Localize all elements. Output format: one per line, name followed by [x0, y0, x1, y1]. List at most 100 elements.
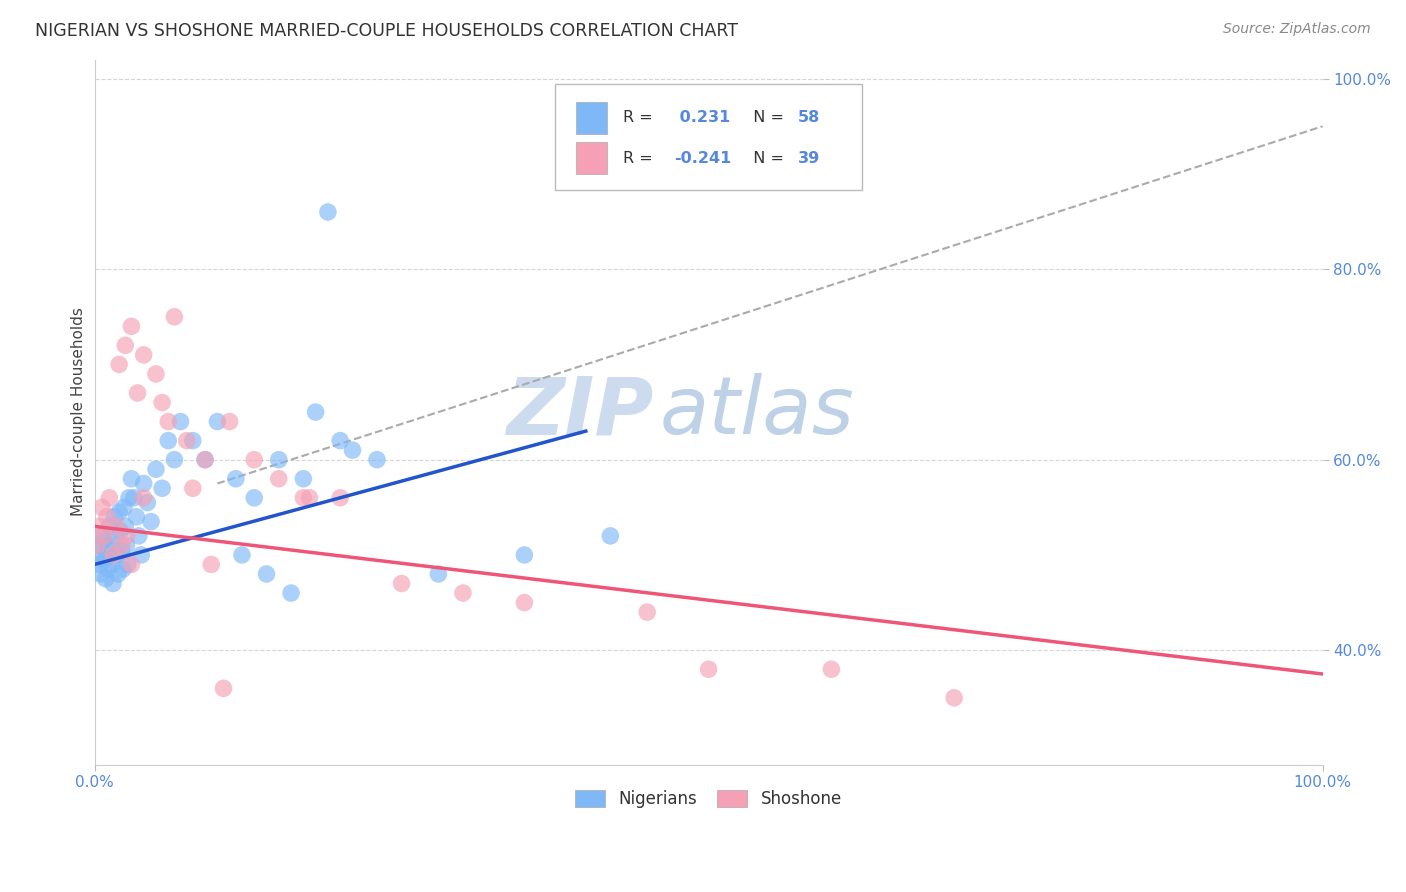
Point	[316, 205, 339, 219]
Point	[125, 509, 148, 524]
Text: Source: ZipAtlas.com: Source: ZipAtlas.com	[1223, 22, 1371, 37]
Point	[108, 358, 131, 372]
Point	[243, 452, 266, 467]
Point	[267, 452, 290, 467]
Point	[145, 462, 167, 476]
Point	[96, 509, 118, 524]
Point	[86, 538, 108, 552]
Point	[136, 495, 159, 509]
Point	[96, 543, 118, 558]
Point	[111, 562, 134, 576]
Y-axis label: Married-couple Households: Married-couple Households	[72, 308, 86, 516]
Text: 58: 58	[799, 110, 821, 125]
Point	[132, 491, 155, 505]
Point	[169, 415, 191, 429]
Point	[304, 405, 326, 419]
Text: NIGERIAN VS SHOSHONE MARRIED-COUPLE HOUSEHOLDS CORRELATION CHART: NIGERIAN VS SHOSHONE MARRIED-COUPLE HOUS…	[35, 22, 738, 40]
Point	[115, 538, 138, 552]
Point	[292, 491, 315, 505]
Point	[256, 566, 278, 581]
Point	[391, 576, 413, 591]
Point	[427, 566, 450, 581]
Point	[91, 533, 114, 548]
Point	[100, 538, 122, 552]
Point	[139, 515, 162, 529]
Point	[86, 548, 108, 562]
Point	[89, 558, 111, 572]
Point	[820, 662, 842, 676]
FancyBboxPatch shape	[555, 84, 862, 190]
Text: ZIP: ZIP	[506, 373, 654, 451]
Point	[107, 566, 129, 581]
Point	[101, 576, 124, 591]
Point	[108, 505, 131, 519]
Point	[93, 529, 115, 543]
Text: 39: 39	[799, 151, 821, 166]
Point	[451, 586, 474, 600]
Point	[114, 519, 136, 533]
Point	[101, 548, 124, 562]
Point	[105, 548, 128, 562]
Point	[163, 310, 186, 324]
Text: N =: N =	[742, 151, 789, 166]
Point	[329, 491, 352, 505]
Point	[114, 338, 136, 352]
Point	[104, 529, 127, 543]
Point	[98, 491, 121, 505]
Point	[90, 566, 112, 581]
Point	[98, 519, 121, 533]
Point	[117, 558, 139, 572]
Point	[103, 509, 125, 524]
Point	[200, 558, 222, 572]
Point	[207, 415, 229, 429]
Point	[115, 529, 138, 543]
Text: atlas: atlas	[659, 373, 855, 451]
Point	[120, 319, 142, 334]
Point	[132, 348, 155, 362]
Bar	[576, 142, 606, 174]
Point	[176, 434, 198, 448]
Point	[599, 529, 621, 543]
Point	[129, 548, 152, 562]
Point	[267, 472, 290, 486]
Point	[243, 491, 266, 505]
Point	[150, 481, 173, 495]
Point	[127, 386, 149, 401]
Point	[91, 500, 114, 515]
Point	[91, 529, 114, 543]
Point	[194, 452, 217, 467]
Point	[110, 524, 132, 538]
Text: R =: R =	[623, 151, 658, 166]
Point	[212, 681, 235, 696]
Point	[132, 476, 155, 491]
Bar	[576, 102, 606, 134]
Point	[366, 452, 388, 467]
Point	[110, 538, 132, 552]
Point	[87, 538, 110, 552]
Point	[231, 548, 253, 562]
Point	[120, 558, 142, 572]
Point	[128, 529, 150, 543]
Text: R =: R =	[623, 110, 658, 125]
Point	[97, 562, 120, 576]
Point	[120, 472, 142, 486]
Text: -0.241: -0.241	[675, 151, 731, 166]
Point	[943, 690, 966, 705]
Point	[636, 605, 658, 619]
Point	[225, 472, 247, 486]
Point	[181, 481, 204, 495]
Point	[329, 434, 352, 448]
Legend: Nigerians, Shoshone: Nigerians, Shoshone	[567, 781, 851, 816]
Point	[292, 472, 315, 486]
Text: N =: N =	[742, 110, 789, 125]
Point	[163, 452, 186, 467]
Point	[89, 519, 111, 533]
Point	[112, 500, 135, 515]
Point	[93, 552, 115, 566]
Point	[150, 395, 173, 409]
Point	[118, 491, 141, 505]
Point	[94, 572, 117, 586]
Point	[110, 543, 132, 558]
Point	[513, 548, 536, 562]
Point	[342, 443, 364, 458]
